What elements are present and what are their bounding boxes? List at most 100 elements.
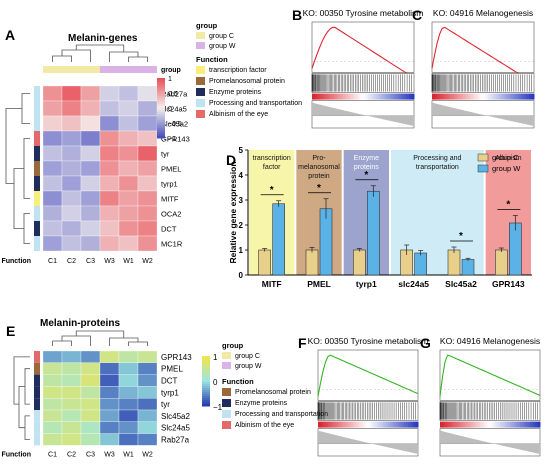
color-scale-step [157, 102, 165, 105]
ranking-gradient-step [383, 93, 387, 100]
heatmap-cell [80, 374, 101, 387]
heatmap-cell [99, 350, 120, 363]
ranking-gradient-step [358, 421, 361, 428]
panel-b: B KO: 00350 Tyrosine metabolism [292, 7, 424, 129]
heatmap-title: Melanin-proteins [40, 318, 120, 329]
ranking-gradient-step [413, 421, 416, 428]
heatmap-cell [137, 145, 158, 162]
panel-label: C [412, 7, 422, 23]
legend-function-item: Promelanosomal protein [235, 389, 311, 396]
heatmap-cell [99, 433, 120, 446]
ranking-gradient-step [322, 93, 326, 100]
ranking-gradient-step [528, 93, 532, 100]
function-annotation-cell [34, 176, 40, 191]
bar-group-c [495, 249, 508, 276]
ranking-gradient-step [467, 421, 471, 428]
heatmap-cell [118, 115, 139, 132]
enrichment-title: KO: 04916 Melanogenesis [440, 336, 540, 346]
ranking-gradient-step [447, 93, 451, 100]
category-group-band [296, 150, 342, 275]
legend-swatch [196, 110, 205, 118]
heatmap-cell [118, 409, 139, 422]
ranking-gradient-step [370, 421, 374, 428]
ranking-gradient-step [388, 93, 392, 100]
ranking-gradient-step [398, 421, 401, 428]
ranking-gradient-step [505, 93, 509, 100]
ranking-gradient-step [415, 421, 419, 428]
enrichment-curve [431, 26, 534, 82]
function-annotation-cell [34, 86, 40, 101]
ranking-gradient-step [432, 93, 436, 100]
color-scale-step [157, 132, 165, 135]
ranking-gradient-step [363, 421, 366, 428]
ranking-gradient-step [477, 93, 481, 100]
color-scale-step [202, 392, 210, 395]
ranking-gradient-step [520, 421, 523, 428]
heatmap-cell [118, 85, 139, 102]
x-tick-label: slc24a5 [398, 279, 429, 289]
ranking-gradient-step [385, 421, 389, 428]
dendro-branch [52, 55, 72, 62]
heatmap-cell [61, 160, 82, 177]
column-label: C3 [86, 258, 95, 265]
legend-function-title: Function [222, 377, 254, 386]
row-label: Slc45a2 [161, 412, 190, 421]
bar-group-w [461, 259, 475, 276]
row-label: PMEL [161, 165, 181, 174]
category-group-label: Albinism [495, 155, 522, 162]
ranking-gradient-step [378, 421, 381, 428]
heatmap-cell [42, 350, 63, 363]
heatmap-cell [118, 160, 139, 177]
legend-swatch [196, 88, 205, 96]
ranking-gradient-step [462, 421, 466, 428]
ranking-gradient-step [393, 421, 396, 428]
group-annotation-cell [119, 66, 138, 73]
panel-label: D [226, 152, 236, 168]
ranking-gradient-step [526, 93, 530, 100]
heatmap-cell [80, 115, 101, 132]
heatmap-cell [118, 235, 139, 252]
color-scale-step [157, 80, 165, 83]
heatmap-cell [42, 145, 63, 162]
heatmap-cell [137, 115, 158, 132]
ranking-gradient-step [516, 93, 520, 100]
color-scale-step [157, 78, 165, 81]
ranking-gradient-step [460, 421, 463, 428]
significance-marker: * [364, 170, 368, 181]
heatmap-cell [61, 235, 82, 252]
heatmap-cell [61, 85, 82, 102]
y-tick-label: 1 [239, 246, 244, 255]
group-annotation-cell [81, 66, 100, 73]
hit-band-frame [439, 401, 541, 421]
enrichment-title: KO: 04916 Melanogenesis [433, 8, 533, 18]
heatmap-cell [137, 130, 158, 147]
ranking-gradient-step [390, 421, 394, 428]
heatmap-cell [99, 100, 120, 117]
function-annotation-cell [34, 410, 40, 422]
dendro-branch [128, 56, 148, 62]
legend-function-item: Enzyme proteins [209, 89, 262, 96]
heatmap-cell [118, 398, 139, 411]
ranking-gradient-step [490, 93, 494, 100]
heatmap-cell [80, 386, 101, 399]
heatmap-cell [61, 409, 82, 422]
color-scale-step [157, 82, 165, 85]
heatmap-cell [118, 205, 139, 222]
panel-c: C KO: 04916 Melanogenesis [412, 7, 535, 129]
heatmap-cell [42, 362, 63, 375]
heatmap-cell [80, 145, 101, 162]
enrichment-title: KO: 00350 Tyrosine metabolism [303, 8, 424, 18]
dendro-branch [24, 415, 30, 440]
ranking-gradient-step [395, 421, 399, 428]
color-scale-step [157, 98, 165, 101]
function-annotation-cell [34, 146, 40, 161]
legend-function-title: Function [196, 55, 228, 64]
color-scale-step [157, 96, 165, 99]
bar-group-c [258, 249, 271, 276]
category-group-label: protein [308, 173, 330, 180]
heatmap-cell [137, 175, 158, 192]
legend-swatch [222, 410, 231, 418]
ranking-gradient-step [477, 421, 481, 428]
group-row-label: group [161, 67, 181, 74]
column-label: W1 [123, 451, 134, 458]
